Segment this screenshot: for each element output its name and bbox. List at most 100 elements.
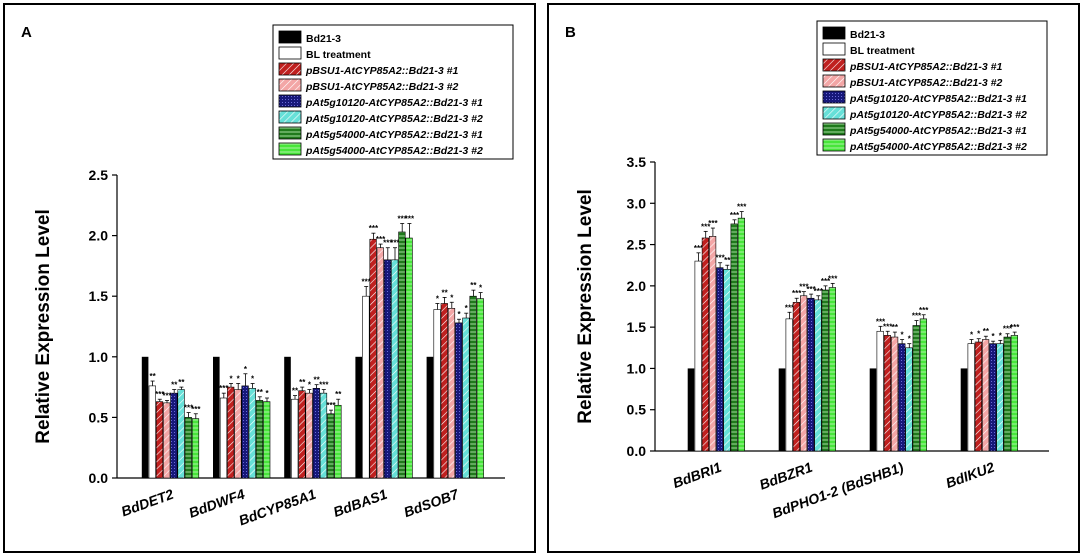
bar	[792, 302, 801, 452]
panel-b: B 0.0 0.5 1.0 1.5 2.0 2.5 3.0 3.5 Relative Expres…	[547, 3, 1080, 553]
bar	[383, 259, 392, 479]
bar	[981, 339, 990, 452]
legend-label: BL treatment	[850, 45, 915, 57]
y-tick-label: 1.0	[89, 349, 109, 365]
legend-swatch	[822, 106, 846, 120]
bar	[334, 404, 342, 479]
legend-label: Bd21-3	[306, 33, 341, 45]
bar	[723, 269, 731, 452]
bar	[785, 318, 793, 452]
significance-label: ***	[155, 390, 165, 399]
bar	[163, 402, 171, 479]
significance-label: *	[450, 293, 454, 302]
category-label: BdBZR1	[757, 459, 815, 493]
bar	[800, 295, 808, 452]
significance-label: **	[149, 372, 156, 381]
legend-swatch	[822, 42, 846, 56]
panel-letter: A	[21, 24, 32, 41]
legend-label: BL treatment	[306, 49, 371, 61]
bar	[255, 400, 264, 479]
significance-label: ***	[799, 283, 809, 292]
significance-label: **	[171, 381, 178, 390]
bar	[716, 267, 724, 452]
bar	[391, 259, 399, 479]
category-label: BdBRI1	[671, 459, 724, 491]
bar	[213, 356, 220, 478]
bar	[462, 317, 470, 479]
significance-label: ***	[912, 312, 922, 321]
bar	[694, 260, 702, 452]
significance-label: ***	[828, 274, 838, 283]
significance-label: *	[992, 332, 996, 341]
bar	[687, 368, 695, 451]
bar	[291, 398, 299, 479]
significance-label: ***	[326, 401, 336, 410]
bar	[398, 231, 406, 479]
y-tick-label: 2.0	[89, 228, 109, 244]
legend-swatch	[278, 46, 302, 60]
legend-swatch	[822, 58, 846, 72]
bar	[890, 336, 899, 452]
significance-label: ***	[715, 254, 725, 263]
significance-label: ***	[883, 322, 893, 331]
significance-label: ***	[184, 404, 194, 413]
bar	[219, 397, 228, 479]
significance-label: **	[470, 281, 477, 290]
significance-label: ***	[1003, 325, 1013, 334]
legend-label: pAt5g54000-AtCYP85A2::Bd21-3 #2	[305, 145, 483, 157]
significance-label: ***	[219, 384, 229, 393]
significance-label: *	[244, 365, 248, 374]
bar	[898, 343, 906, 452]
legend-swatch	[278, 30, 302, 44]
significance-label: ***	[876, 317, 886, 326]
bar	[869, 368, 877, 451]
legend-label: pBSU1-AtCYP85A2::Bd21-3 #1	[849, 61, 1002, 73]
significance-label: *	[908, 335, 912, 344]
significance-label: ***	[319, 381, 329, 390]
legend-label: pAt5g10120-AtCYP85A2::Bd21-3 #1	[305, 97, 483, 109]
bar	[807, 297, 815, 452]
bar	[440, 303, 448, 479]
bar	[405, 237, 413, 479]
bar	[730, 223, 738, 452]
significance-label: *	[977, 330, 981, 339]
y-tick-label: 2.5	[89, 167, 109, 183]
significance-label: ***	[694, 244, 704, 253]
significance-label: *	[229, 374, 233, 383]
significance-label: ***	[785, 303, 795, 312]
bar	[248, 388, 256, 479]
y-tick-label: 2.0	[627, 278, 647, 294]
y-tick-label: 0.0	[627, 443, 647, 459]
bar	[989, 343, 997, 452]
bar	[828, 287, 837, 452]
y-tick-label: 0.5	[627, 402, 647, 418]
y-tick-label: 3.0	[627, 195, 647, 211]
y-tick-label: 3.5	[627, 154, 647, 170]
significance-label: *	[265, 389, 269, 398]
significance-label: ***	[792, 289, 802, 298]
legend-swatch	[822, 122, 846, 136]
bar	[376, 247, 384, 479]
bar	[447, 308, 456, 479]
significance-label: **	[299, 378, 306, 387]
significance-label: **	[441, 288, 448, 297]
category-label: BdSOB7	[402, 485, 462, 520]
significance-label: *	[479, 284, 483, 293]
legend-swatch	[278, 142, 302, 156]
bar	[355, 356, 362, 478]
significance-label: *	[436, 294, 440, 303]
bar	[263, 401, 271, 479]
chart-a: A 0.0 0.5 1.0 1.5 2.0 2.5 Relative Expression L…	[21, 24, 514, 528]
bar	[426, 356, 434, 478]
significance-label: *	[457, 310, 461, 319]
significance-label: **	[292, 387, 299, 396]
y-tick-label: 0.5	[89, 409, 109, 425]
legend-label: Bd21-3	[850, 29, 885, 41]
bar	[184, 417, 192, 479]
significance-label: *	[237, 374, 241, 383]
significance-label: ***	[919, 306, 929, 315]
legend-swatch	[822, 26, 846, 40]
significance-label: ***	[383, 239, 393, 248]
significance-label: ***	[376, 235, 386, 244]
legend-swatch	[278, 78, 302, 92]
